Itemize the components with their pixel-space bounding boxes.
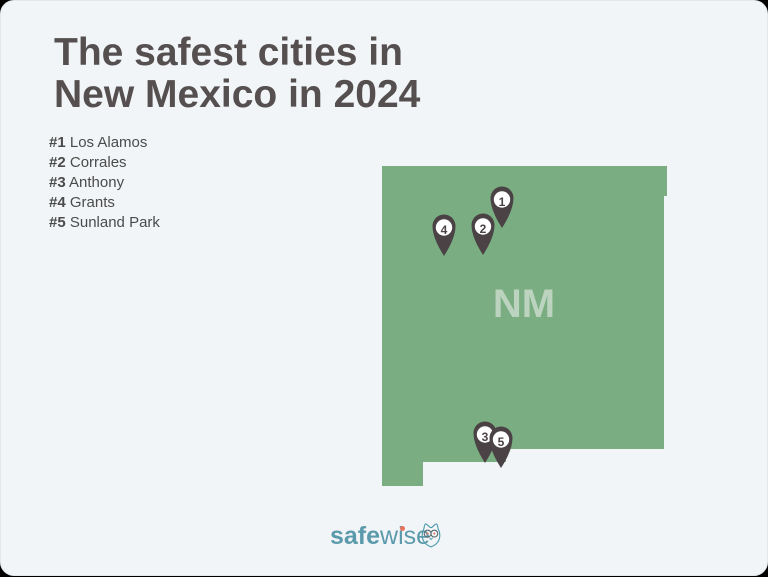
svg-text:4: 4 [441,223,448,237]
svg-text:3: 3 [482,430,489,444]
svg-text:1: 1 [499,195,506,209]
svg-text:NM: NM [493,282,555,326]
svg-text:5: 5 [498,435,505,449]
svg-text:2: 2 [480,222,487,236]
